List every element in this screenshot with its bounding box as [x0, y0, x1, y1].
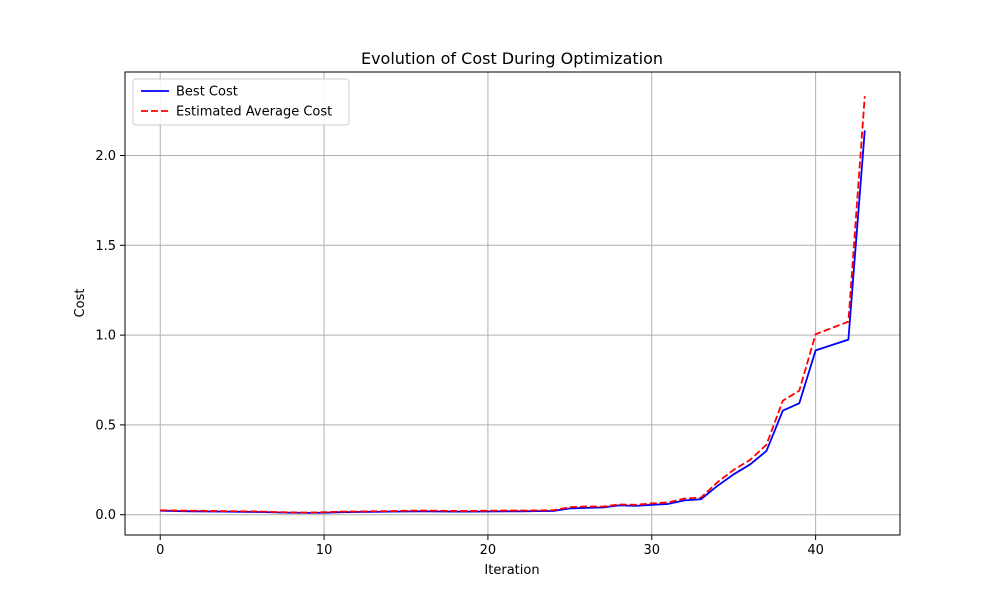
x-axis-label: Iteration [484, 563, 539, 578]
y-tick-label: 1.0 [95, 329, 116, 344]
y-tick-label: 2.0 [95, 149, 116, 164]
y-tick-label: 1.5 [95, 239, 116, 254]
y-tick-label: 0.0 [95, 508, 116, 523]
ticks: 0 10 20 30 40 0.0 0.5 1.0 1.5 2.0 [95, 149, 824, 558]
y-axis-label: Cost [73, 289, 88, 318]
x-tick-label: 40 [807, 543, 824, 558]
legend-label: Estimated Average Cost [176, 105, 332, 120]
x-tick-label: 30 [643, 543, 660, 558]
grid [125, 72, 900, 535]
series-group [160, 96, 866, 514]
legend-box [132, 78, 350, 126]
x-tick-label: 10 [316, 543, 333, 558]
series-line-estimated-average-cost [160, 96, 866, 514]
legend-label: Best Cost [176, 85, 238, 100]
x-tick-label: 0 [156, 543, 164, 558]
y-tick-label: 0.5 [95, 418, 116, 433]
axes-frame [124, 71, 901, 536]
chart-title: Evolution of Cost During Optimization [361, 49, 663, 68]
legend: Best Cost Estimated Average Cost [132, 78, 350, 126]
x-tick-label: 20 [480, 543, 497, 558]
